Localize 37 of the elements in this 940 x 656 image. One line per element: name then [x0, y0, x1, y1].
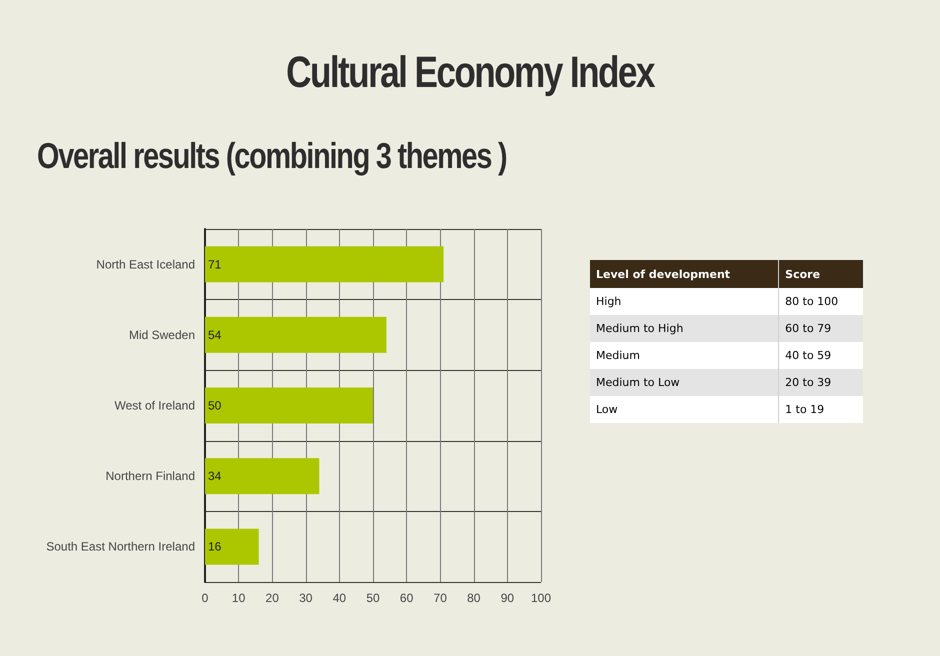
data-label: 54 — [208, 328, 222, 342]
text: Medium — [590, 342, 779, 369]
x-tick-label: 100 — [530, 591, 552, 605]
x-tick-label: 40 — [332, 591, 346, 605]
bar — [205, 528, 259, 565]
bar — [205, 316, 386, 353]
x-tick-label: 50 — [366, 591, 380, 605]
data-label: 71 — [208, 257, 222, 272]
y-tick-label: Mid Sweden — [128, 328, 195, 342]
bar — [205, 458, 320, 494]
x-tick-label: 70 — [434, 591, 448, 605]
data-label: 16 — [208, 540, 222, 554]
text: Medium to Low — [590, 369, 779, 396]
y-tick-label: West of Ireland — [114, 398, 195, 412]
bar — [205, 388, 373, 424]
x-tick-label: 10 — [232, 591, 246, 605]
chart-title: Cultural Economy Index — [285, 48, 656, 98]
data-label: 50 — [208, 398, 222, 412]
text: Medium to High — [590, 315, 779, 342]
text: High — [590, 288, 779, 315]
x-tick-label: 30 — [299, 591, 313, 605]
y-tick-label: Northern Finland — [106, 469, 195, 484]
text: 60 to 79 — [784, 321, 832, 337]
text: Level of development — [590, 260, 779, 288]
y-tick-label: South East Northern Ireland — [46, 540, 195, 554]
chart-subtitle: Overall results (combining 3 themes ) — [37, 135, 506, 177]
text: Score — [778, 260, 863, 288]
x-tick-label: 0 — [202, 591, 209, 605]
bar — [205, 246, 444, 282]
x-tick-label: 60 — [400, 591, 414, 605]
y-tick-label: North East Iceland — [96, 257, 195, 272]
data-label: 34 — [208, 469, 222, 484]
text: 20 to 39 — [784, 375, 832, 391]
x-tick-label: 80 — [467, 591, 481, 605]
text: Low — [590, 396, 779, 423]
x-tick-label: 90 — [500, 591, 514, 605]
x-tick-label: 20 — [266, 591, 280, 605]
